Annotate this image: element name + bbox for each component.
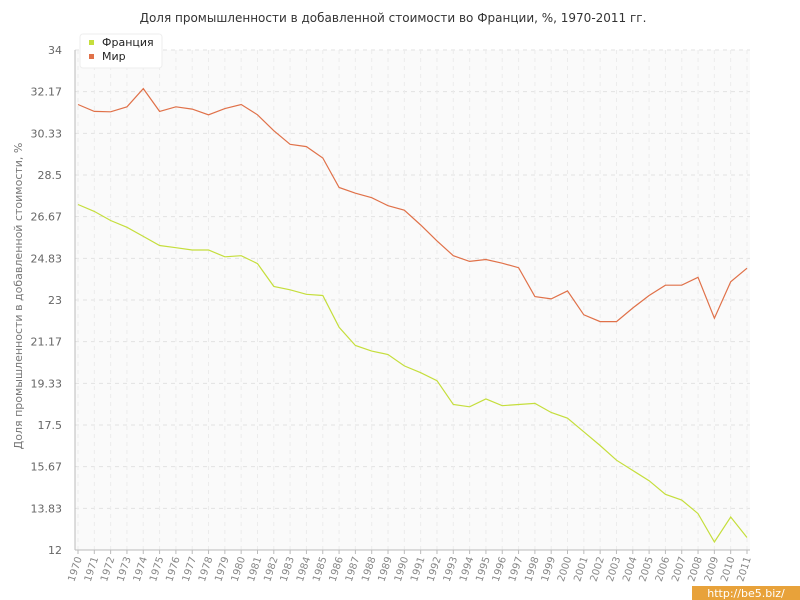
y-tick-label: 30.33 bbox=[31, 127, 63, 140]
x-tick-label: 2011 bbox=[736, 556, 754, 584]
legend-swatch bbox=[89, 40, 94, 45]
y-tick-label: 15.67 bbox=[31, 461, 63, 474]
y-tick-label: 24.83 bbox=[31, 252, 63, 265]
grid bbox=[75, 49, 750, 550]
legend-item-label[interactable]: Франция bbox=[102, 36, 154, 49]
y-tick-label: 28.5 bbox=[38, 169, 63, 182]
series-line-1 bbox=[77, 203, 748, 544]
watermark-link[interactable]: http://be5.biz/ bbox=[707, 587, 785, 600]
series-layer bbox=[77, 87, 748, 544]
legend-box bbox=[79, 33, 163, 69]
y-axis-ticks: 12 13.83 15.67 17.5 19.33 21.17 23 24.83 26.67 28… bbox=[31, 44, 63, 557]
y-tick-label: 23 bbox=[48, 294, 62, 307]
y-tick-label: 26.67 bbox=[31, 211, 63, 224]
y-axis-label: Доля промышленности в добавленной стоимо… bbox=[12, 143, 25, 450]
y-tick-label: 12 bbox=[48, 544, 62, 557]
series-line-2 bbox=[77, 87, 748, 323]
y-tick-label: 17.5 bbox=[38, 419, 63, 432]
axes bbox=[74, 50, 750, 551]
y-tick-label: 34 bbox=[48, 44, 62, 57]
y-tick-label: 21.17 bbox=[31, 336, 63, 349]
legend-swatch bbox=[89, 54, 94, 59]
y-tick-label: 13.83 bbox=[31, 502, 63, 515]
y-tick-label: 19.33 bbox=[31, 377, 63, 390]
x-axis-ticks: 1970197119721973197419751976197719781979… bbox=[67, 550, 754, 583]
legend-item-label[interactable]: Мир bbox=[102, 50, 126, 63]
y-tick-label: 32.17 bbox=[31, 86, 63, 99]
chart-title: Доля промышленности в добавленной стоимо… bbox=[140, 11, 647, 25]
watermark-background bbox=[692, 586, 800, 600]
watermark[interactable]: http://be5.biz/ bbox=[692, 586, 800, 600]
